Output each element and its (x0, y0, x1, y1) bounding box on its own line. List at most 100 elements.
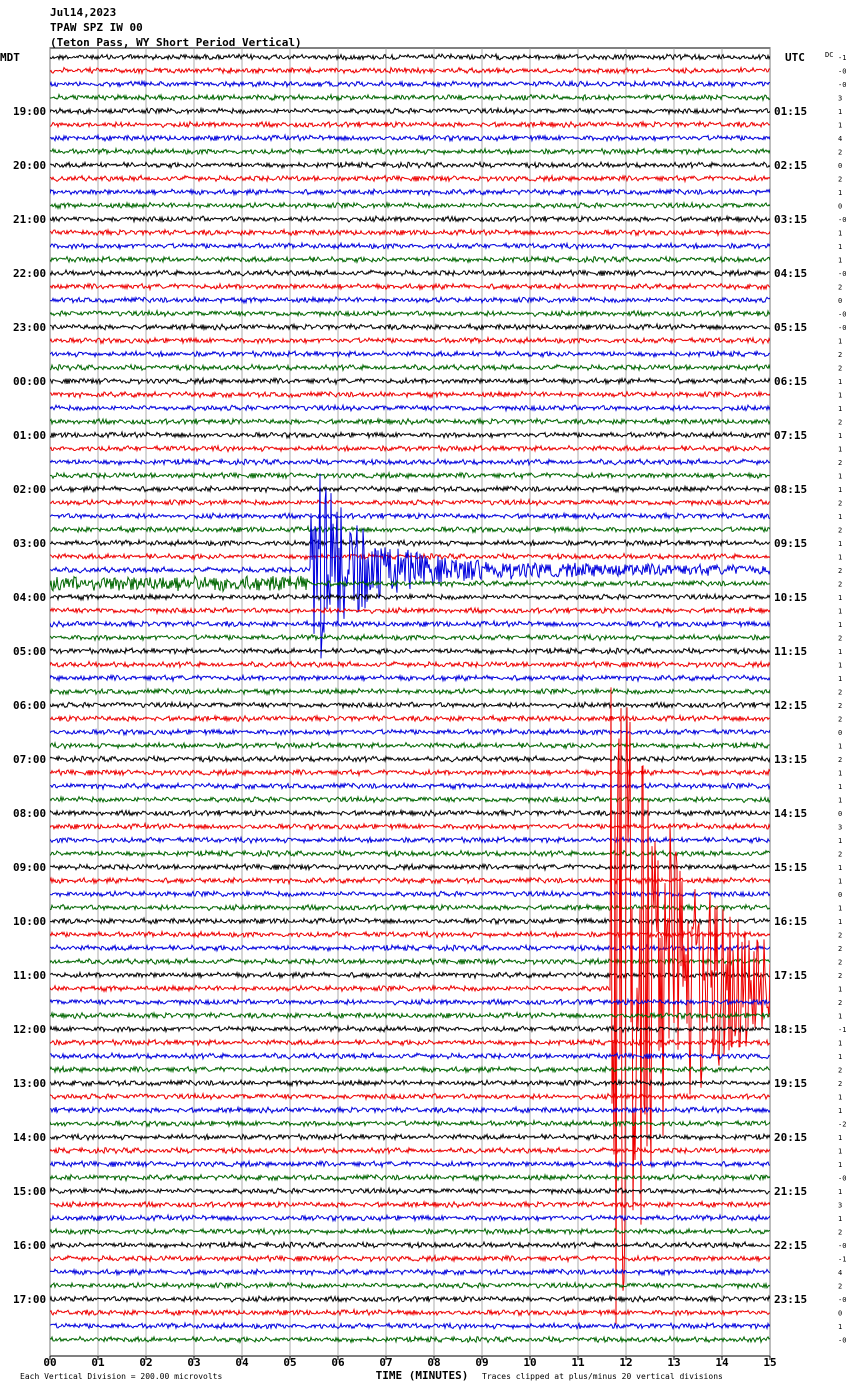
trace-offset: 1 (838, 905, 842, 913)
x-tick-label: 14 (715, 1356, 729, 1369)
trace-offset: 2 (838, 284, 842, 292)
trace (50, 1091, 770, 1102)
trace (50, 322, 770, 332)
trace-offset: -0 (838, 1337, 846, 1345)
left-time-label: 14:00 (13, 1131, 46, 1144)
trace-offset: 1 (838, 797, 842, 805)
station: TPAW SPZ IW 00 (50, 21, 143, 34)
trace-offset: 1 (838, 486, 842, 494)
trace (50, 335, 770, 345)
right-time-label: 18:15 (774, 1023, 807, 1036)
left-time-label: 06:00 (13, 699, 46, 712)
right-time-label: 07:15 (774, 429, 807, 442)
trace-offset: -0 (838, 216, 846, 224)
trace-offset: 2 (838, 567, 842, 575)
trace (50, 552, 770, 562)
trace-offset: 0 (838, 1310, 842, 1318)
trace-offset: 2 (838, 365, 842, 373)
left-time-label: 20:00 (13, 159, 46, 172)
trace (50, 524, 770, 534)
trace-offset: 3 (838, 824, 842, 832)
trace-offset: 1 (838, 1161, 842, 1169)
trace (50, 1038, 770, 1048)
right-time-label: 08:15 (774, 483, 807, 496)
left-time-label: 16:00 (13, 1239, 46, 1252)
trace-offset: -0 (838, 81, 846, 89)
trace-offset: -1 (838, 1026, 846, 1034)
trace (50, 794, 770, 805)
trace (50, 876, 770, 886)
right-time-label: 21:15 (774, 1185, 807, 1198)
left-time-label: 15:00 (13, 1185, 46, 1198)
trace (50, 214, 770, 224)
trace (50, 497, 770, 508)
trace-offset: 1 (838, 1215, 842, 1223)
trace (50, 363, 770, 372)
trace-offset: 0 (838, 891, 842, 899)
trace (50, 849, 770, 858)
trace (50, 943, 770, 953)
right-time-label: 15:15 (774, 861, 807, 874)
description: (Teton Pass, WY Short Period Vertical) (50, 36, 302, 49)
trace (50, 1078, 770, 1088)
scale-note: Each Vertical Division = 200.00 microvol… (20, 1372, 222, 1381)
trace-offset: 1 (838, 1134, 842, 1142)
trace (50, 687, 770, 1325)
right-time-label: 05:15 (774, 321, 807, 334)
trace (50, 1051, 770, 1061)
x-tick-label: 01 (91, 1356, 105, 1369)
right-time-label: 13:15 (774, 753, 807, 766)
left-time-label: 23:00 (13, 321, 46, 334)
trace (50, 659, 770, 669)
left-time-label: 04:00 (13, 591, 46, 604)
trace (50, 241, 770, 251)
trace-offset: -1 (838, 54, 846, 62)
trace (50, 1146, 770, 1155)
x-tick-label: 13 (667, 1356, 680, 1369)
trace (50, 457, 770, 467)
trace (50, 687, 770, 697)
trace-offset: 1 (838, 1148, 842, 1156)
trace (50, 956, 770, 967)
trace-offset: 0 (838, 810, 842, 818)
trace (50, 160, 770, 170)
left-time-label: 08:00 (13, 807, 46, 820)
left-time-label: 01:00 (13, 429, 46, 442)
x-tick-label: 02 (139, 1356, 152, 1369)
trace-offset: 1 (838, 378, 842, 386)
trace-offset: -2 (838, 1121, 846, 1129)
trace (50, 1280, 770, 1291)
trace (50, 511, 770, 521)
trace-offset: 1 (838, 864, 842, 872)
trace (50, 1267, 770, 1277)
trace (50, 119, 770, 129)
x-tick-label: 15 (763, 1356, 776, 1369)
trace-offset: 2 (838, 689, 842, 697)
trace (50, 1132, 770, 1142)
trace-offset: 1 (838, 392, 842, 400)
trace (50, 106, 770, 116)
trace (50, 1307, 770, 1317)
trace (50, 916, 770, 926)
trace (50, 1105, 770, 1115)
trace (50, 781, 770, 791)
clip-note: Traces clipped at plus/minus 20 vertical… (482, 1372, 723, 1381)
left-time-label: 09:00 (13, 861, 46, 874)
trace (50, 470, 770, 481)
trace (50, 538, 770, 548)
trace (50, 713, 770, 723)
trace (50, 52, 770, 62)
trace-offset: 2 (838, 851, 842, 859)
trace (50, 889, 770, 899)
trace-offset: 2 (838, 702, 842, 710)
trace (50, 605, 770, 616)
trace (50, 997, 770, 1007)
date: Jul14,2023 (50, 6, 116, 19)
trace-offset: 2 (838, 716, 842, 724)
trace-offset: 0 (838, 729, 842, 737)
dc-label: DC (825, 51, 833, 59)
trace-offset: -0 (838, 311, 846, 319)
trace-offset: 2 (838, 1080, 842, 1088)
trace-offset: 1 (838, 230, 842, 238)
trace-offset: 2 (838, 176, 842, 184)
